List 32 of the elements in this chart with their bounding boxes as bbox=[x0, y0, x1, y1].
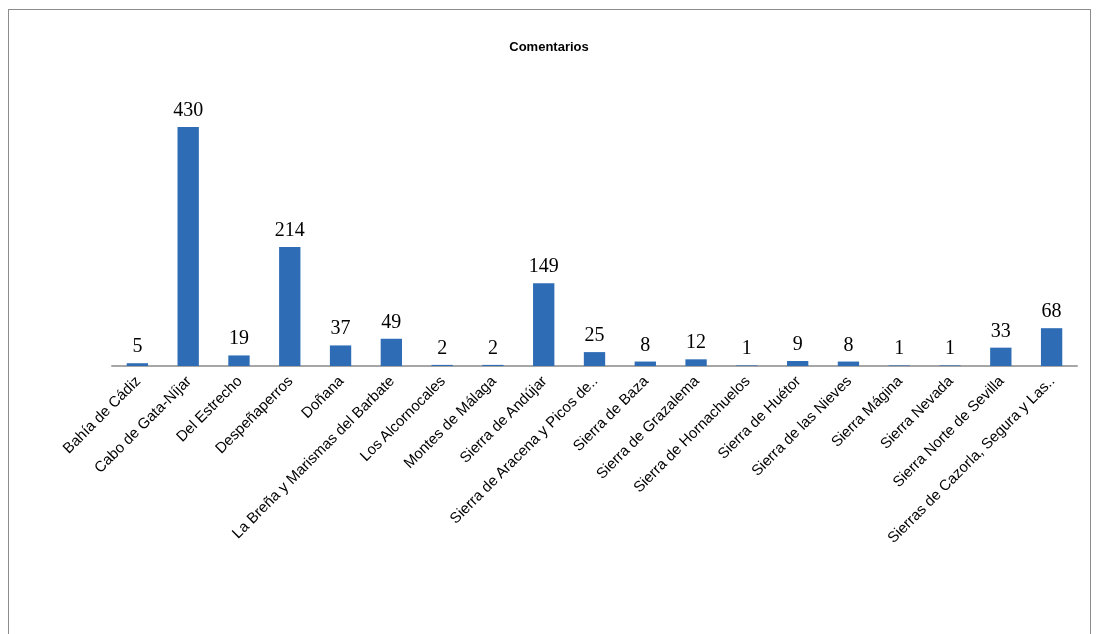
bar bbox=[786, 361, 809, 366]
data-label: 68 bbox=[1041, 299, 1062, 322]
data-label: 214 bbox=[274, 218, 305, 241]
data-label: 37 bbox=[330, 316, 351, 339]
bar bbox=[533, 283, 555, 366]
data-label: 1 bbox=[894, 336, 905, 359]
data-label: 2 bbox=[437, 335, 448, 358]
data-label: 8 bbox=[640, 332, 651, 355]
data-label: 33 bbox=[990, 318, 1011, 341]
bar bbox=[990, 347, 1012, 366]
bar bbox=[279, 247, 301, 366]
bar bbox=[583, 352, 606, 366]
bar bbox=[380, 338, 403, 366]
data-label: 19 bbox=[228, 326, 249, 349]
bar bbox=[685, 359, 707, 366]
bar bbox=[177, 126, 199, 366]
data-label: 5 bbox=[132, 334, 143, 357]
bar bbox=[1040, 328, 1063, 366]
chart-title: Comentarios bbox=[509, 39, 589, 54]
data-label: 1 bbox=[741, 336, 752, 359]
data-label: 49 bbox=[381, 309, 402, 332]
data-label: 25 bbox=[584, 323, 605, 346]
data-label: 1 bbox=[945, 336, 956, 359]
data-label: 2 bbox=[487, 335, 498, 358]
data-label: 8 bbox=[843, 332, 854, 355]
data-label: 12 bbox=[686, 330, 707, 353]
bar bbox=[126, 363, 149, 366]
data-label: 430 bbox=[173, 97, 204, 120]
bar bbox=[329, 345, 352, 366]
data-label: 9 bbox=[792, 332, 803, 354]
data-label: 149 bbox=[528, 254, 559, 277]
bar bbox=[228, 355, 250, 366]
